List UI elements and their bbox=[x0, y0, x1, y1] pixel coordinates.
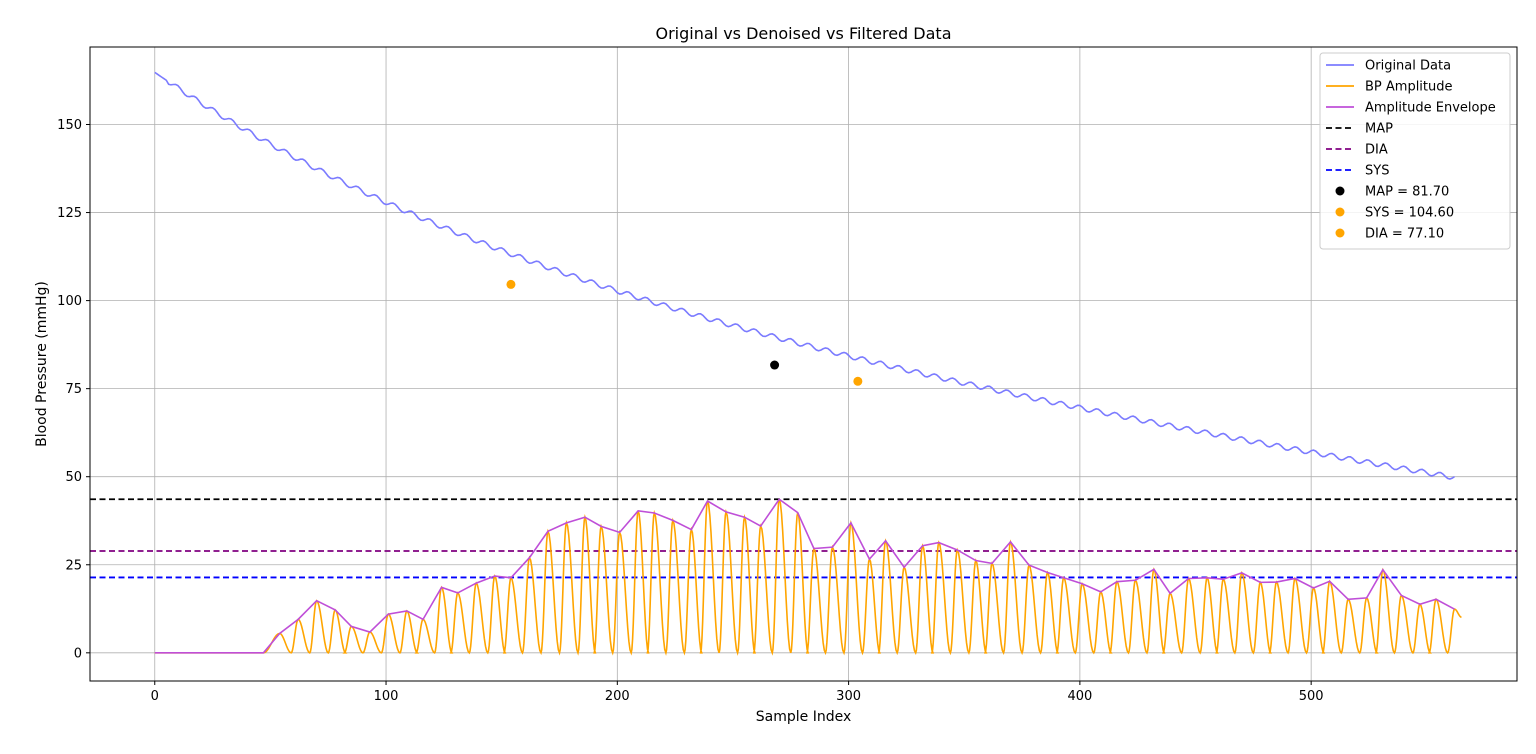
legend-label: SYS = 104.60 bbox=[1365, 206, 1454, 221]
legend-item: DIA = 77.10 bbox=[1335, 227, 1444, 242]
legend-label: DIA bbox=[1365, 143, 1388, 158]
legend-label: DIA = 77.10 bbox=[1365, 227, 1444, 242]
legend-label: Original Data bbox=[1365, 59, 1451, 74]
x-axis-ticks: 0 100 200 300 400 500 bbox=[151, 681, 1324, 704]
point-map bbox=[770, 360, 780, 370]
legend-item: Amplitude Envelope bbox=[1326, 101, 1496, 116]
reference-lines bbox=[90, 498, 1517, 579]
chart-title: Original vs Denoised vs Filtered Data bbox=[656, 24, 952, 43]
x-tick-label: 200 bbox=[605, 689, 630, 704]
legend-item: SYS = 104.60 bbox=[1335, 206, 1454, 221]
series-original-data bbox=[154, 71, 1455, 480]
x-tick-label: 400 bbox=[1067, 689, 1092, 704]
y-tick-label: 125 bbox=[57, 206, 82, 221]
point-sys bbox=[506, 279, 516, 289]
markers bbox=[506, 279, 863, 386]
y-tick-label: 100 bbox=[57, 294, 82, 309]
legend-label: BP Amplitude bbox=[1365, 80, 1453, 95]
legend-item: MAP bbox=[1326, 122, 1393, 137]
legend-item: DIA bbox=[1326, 143, 1388, 158]
plot-frame bbox=[89, 46, 1518, 682]
y-tick-label: 50 bbox=[65, 470, 82, 485]
point-dia bbox=[853, 376, 863, 386]
legend-label: MAP bbox=[1365, 122, 1393, 137]
legend-label: Amplitude Envelope bbox=[1365, 101, 1496, 116]
y-axis-label: Blood Pressure (mmHg) bbox=[34, 281, 50, 447]
y-tick-label: 150 bbox=[57, 118, 82, 133]
x-tick-label: 300 bbox=[836, 689, 861, 704]
y-tick-label: 75 bbox=[65, 382, 82, 397]
legend-box bbox=[1319, 52, 1511, 250]
y-axis-ticks: 0 25 50 75 100 125 150 bbox=[57, 118, 90, 661]
x-tick-label: 100 bbox=[374, 689, 399, 704]
x-tick-label: 500 bbox=[1299, 689, 1324, 704]
legend-label: SYS bbox=[1365, 164, 1389, 179]
x-axis-label: Sample Index bbox=[756, 709, 851, 725]
legend-item: SYS bbox=[1326, 164, 1389, 179]
legend-item: BP Amplitude bbox=[1326, 80, 1453, 95]
legend: Original Data BP Amplitude Amplitude Envel… bbox=[1319, 52, 1511, 250]
legend-label: MAP = 81.70 bbox=[1365, 185, 1449, 200]
legend-item: MAP = 81.70 bbox=[1335, 185, 1449, 200]
series bbox=[154, 71, 1462, 656]
series-bp-amplitude bbox=[154, 499, 1462, 656]
x-tick-label: 0 bbox=[151, 689, 159, 704]
legend-marker bbox=[1335, 186, 1345, 196]
series-amplitude-envelope bbox=[154, 498, 1455, 654]
y-tick-label: 0 bbox=[74, 646, 82, 661]
legend-marker bbox=[1335, 207, 1345, 217]
legend-item: Original Data bbox=[1326, 59, 1451, 74]
legend-marker bbox=[1335, 228, 1345, 238]
y-tick-label: 25 bbox=[65, 558, 82, 573]
